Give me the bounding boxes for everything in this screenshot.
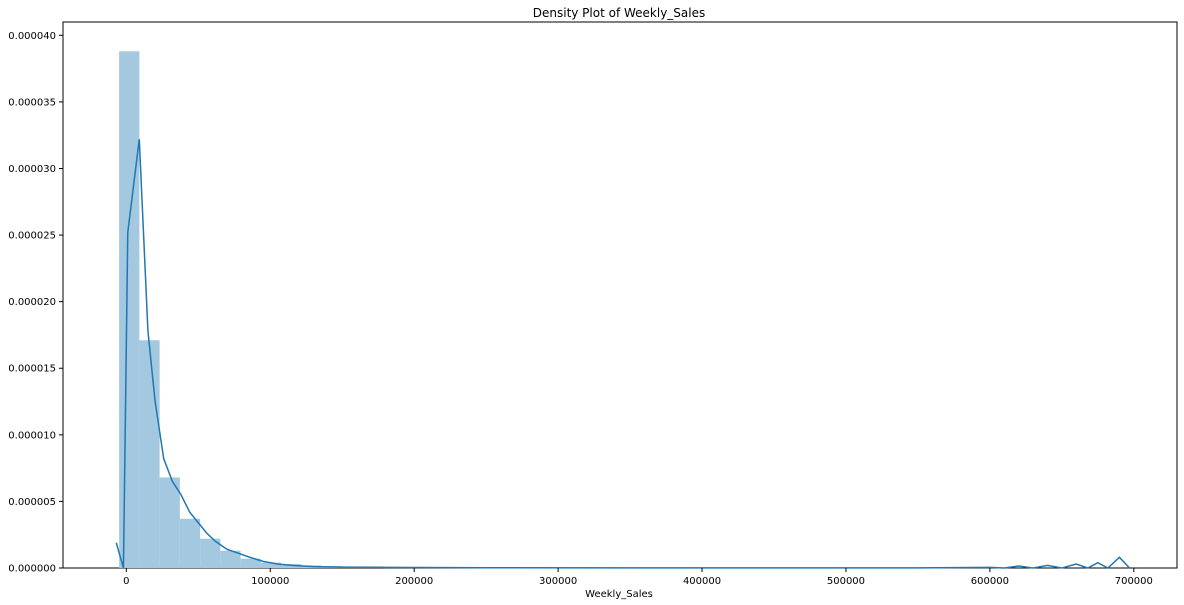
histogram-bar (179, 518, 201, 568)
histogram-bar (200, 538, 221, 568)
chart-title: Density Plot of Weekly_Sales (533, 6, 706, 20)
x-tick-label: 300000 (539, 576, 577, 587)
plot-area: 0 100000 200000 300000 400000 500000 600000 700… (8, 21, 1178, 587)
x-axis: 0 100000 200000 300000 400000 500000 600000 700… (123, 568, 1153, 587)
histogram-bars (119, 51, 403, 569)
x-tick-label: 600000 (971, 576, 1009, 587)
x-axis-label: Weekly_Sales (585, 589, 653, 600)
y-tick-label: 0.000005 (8, 497, 56, 508)
y-tick-label: 0.000020 (8, 297, 56, 308)
y-tick-label: 0.000015 (8, 364, 56, 375)
y-tick-label: 0.000000 (8, 564, 56, 575)
y-tick-label: 0.000035 (8, 97, 56, 108)
histogram-bar (139, 340, 160, 568)
y-tick-label: 0.000040 (8, 31, 56, 42)
histogram-bar (119, 51, 140, 569)
x-tick-label: 0 (123, 576, 129, 587)
histogram-bar (220, 550, 241, 568)
kde-curve-group (115, 139, 1131, 569)
x-tick-label: 100000 (251, 576, 289, 587)
histogram-bar (260, 562, 282, 568)
y-tick-label: 0.000010 (8, 430, 56, 441)
kde-line (115, 139, 1131, 569)
histogram-bar (159, 477, 180, 568)
x-tick-label: 400000 (683, 576, 721, 587)
y-tick-label: 0.000030 (8, 164, 56, 175)
plot-frame (62, 21, 1178, 569)
x-tick-label: 200000 (395, 576, 433, 587)
histogram-bar (240, 558, 261, 568)
x-tick-label: 700000 (1115, 576, 1153, 587)
x-tick-label: 500000 (827, 576, 865, 587)
y-axis: 0.000000 0.000005 0.000010 0.000015 0.000020… (8, 31, 63, 575)
y-tick-label: 0.000025 (8, 231, 56, 242)
